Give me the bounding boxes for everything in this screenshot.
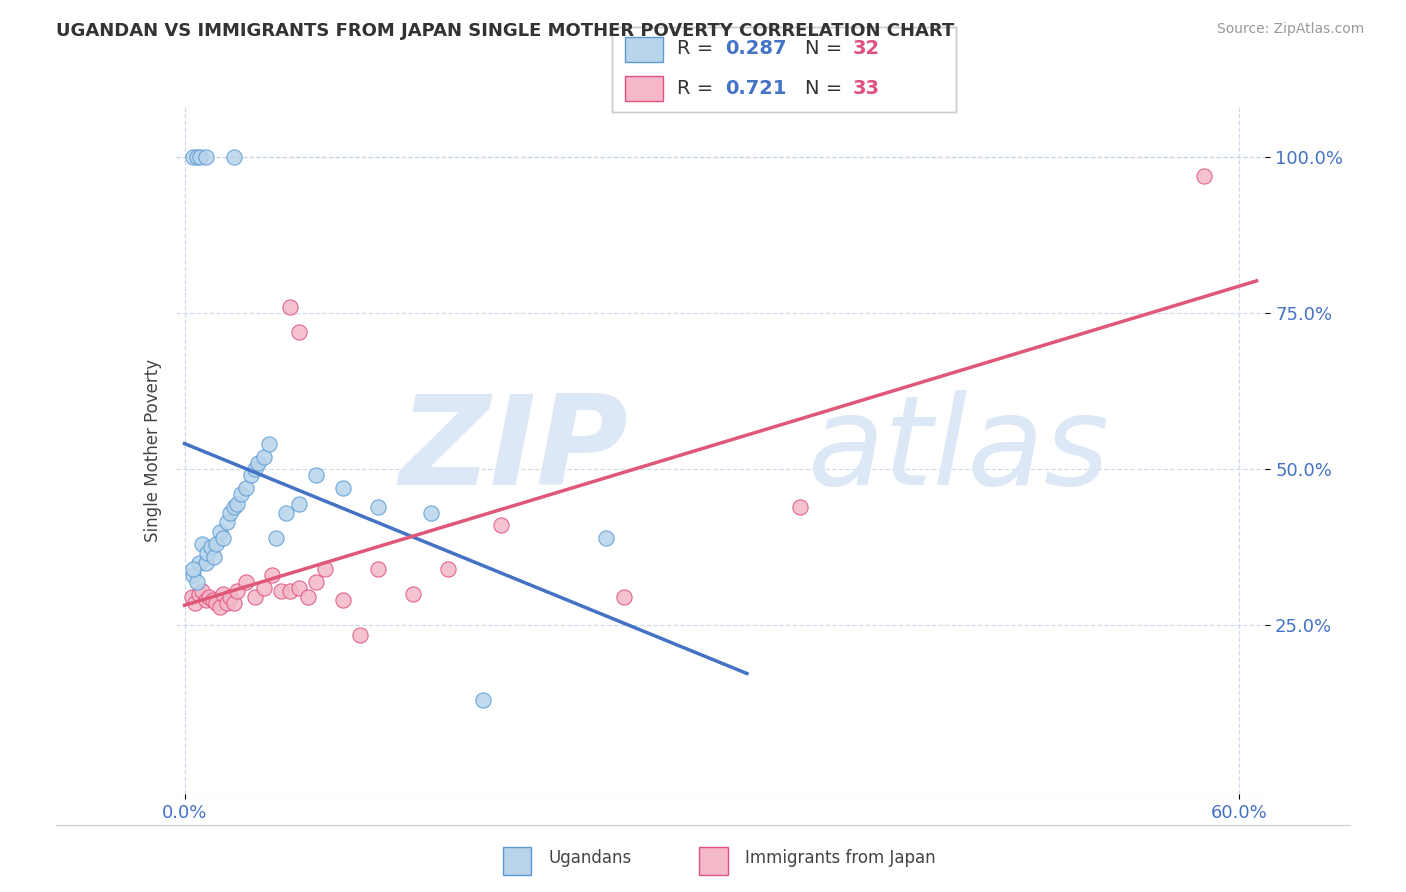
Point: [253, 450, 276, 464]
Point: [305, 468, 328, 483]
FancyBboxPatch shape: [503, 847, 531, 875]
Text: atlas: atlas: [807, 390, 1109, 511]
Point: [402, 587, 425, 601]
Point: [247, 456, 270, 470]
Point: [288, 496, 311, 510]
Text: ZIP: ZIP: [399, 390, 628, 511]
Point: [253, 581, 276, 595]
Point: [437, 562, 460, 576]
Y-axis label: Single Mother Poverty: Single Mother Poverty: [143, 359, 162, 542]
Point: [208, 599, 231, 614]
Point: [183, 568, 205, 582]
Point: [305, 574, 328, 589]
Text: UGANDAN VS IMMIGRANTS FROM JAPAN SINGLE MOTHER POVERTY CORRELATION CHART: UGANDAN VS IMMIGRANTS FROM JAPAN SINGLE …: [56, 22, 955, 40]
Point: [226, 496, 249, 510]
Point: [188, 150, 211, 164]
Text: R =: R =: [678, 79, 720, 98]
Point: [186, 574, 208, 589]
Point: [270, 584, 292, 599]
Text: R =: R =: [678, 39, 720, 58]
Text: N =: N =: [804, 79, 848, 98]
Point: [195, 546, 219, 561]
Point: [278, 584, 301, 599]
FancyBboxPatch shape: [700, 847, 728, 875]
Point: [187, 556, 209, 570]
Point: [226, 584, 249, 599]
Point: [243, 591, 266, 605]
Point: [288, 325, 311, 339]
Point: [184, 597, 207, 611]
Text: Immigrants from Japan: Immigrants from Japan: [745, 849, 936, 867]
Point: [194, 556, 217, 570]
Point: [186, 150, 208, 164]
Point: [235, 574, 257, 589]
Point: [262, 568, 284, 582]
Point: [205, 597, 228, 611]
Text: N =: N =: [804, 39, 848, 58]
Text: 33: 33: [852, 79, 880, 98]
Point: [194, 593, 217, 607]
Point: [183, 562, 205, 576]
FancyBboxPatch shape: [626, 37, 664, 62]
Point: [215, 516, 238, 530]
Point: [240, 468, 263, 483]
Point: [183, 150, 205, 164]
Point: [288, 581, 311, 595]
Point: [243, 462, 266, 476]
Point: [202, 549, 225, 564]
Point: [419, 506, 441, 520]
Point: [332, 481, 354, 495]
Point: [222, 150, 245, 164]
Point: [191, 537, 214, 551]
Text: Ugandans: Ugandans: [548, 849, 631, 867]
Point: [349, 628, 371, 642]
Point: [191, 584, 214, 599]
Point: [595, 531, 617, 545]
FancyBboxPatch shape: [626, 76, 664, 102]
Point: [180, 591, 202, 605]
Point: [222, 500, 245, 514]
Text: 32: 32: [852, 39, 880, 58]
Point: [257, 437, 280, 451]
Point: [212, 587, 235, 601]
Point: [332, 593, 354, 607]
Point: [472, 693, 495, 707]
Point: [222, 597, 245, 611]
Point: [198, 591, 221, 605]
Point: [205, 537, 228, 551]
Point: [297, 591, 319, 605]
Text: 0.287: 0.287: [725, 39, 787, 58]
Point: [367, 500, 389, 514]
Point: [219, 506, 242, 520]
Text: 0.721: 0.721: [725, 79, 787, 98]
Point: [212, 531, 235, 545]
Point: [201, 593, 224, 607]
Point: [208, 524, 231, 539]
Point: [215, 597, 238, 611]
Point: [187, 587, 209, 601]
Point: [235, 481, 257, 495]
Point: [219, 591, 242, 605]
Point: [314, 562, 336, 576]
Text: Source: ZipAtlas.com: Source: ZipAtlas.com: [1216, 22, 1364, 37]
Point: [278, 300, 301, 314]
Point: [613, 591, 636, 605]
Point: [1192, 169, 1215, 183]
Point: [200, 541, 222, 555]
Point: [789, 500, 811, 514]
Point: [276, 506, 298, 520]
Point: [264, 531, 287, 545]
Point: [229, 487, 252, 501]
Point: [194, 150, 217, 164]
Point: [489, 518, 512, 533]
Point: [367, 562, 389, 576]
